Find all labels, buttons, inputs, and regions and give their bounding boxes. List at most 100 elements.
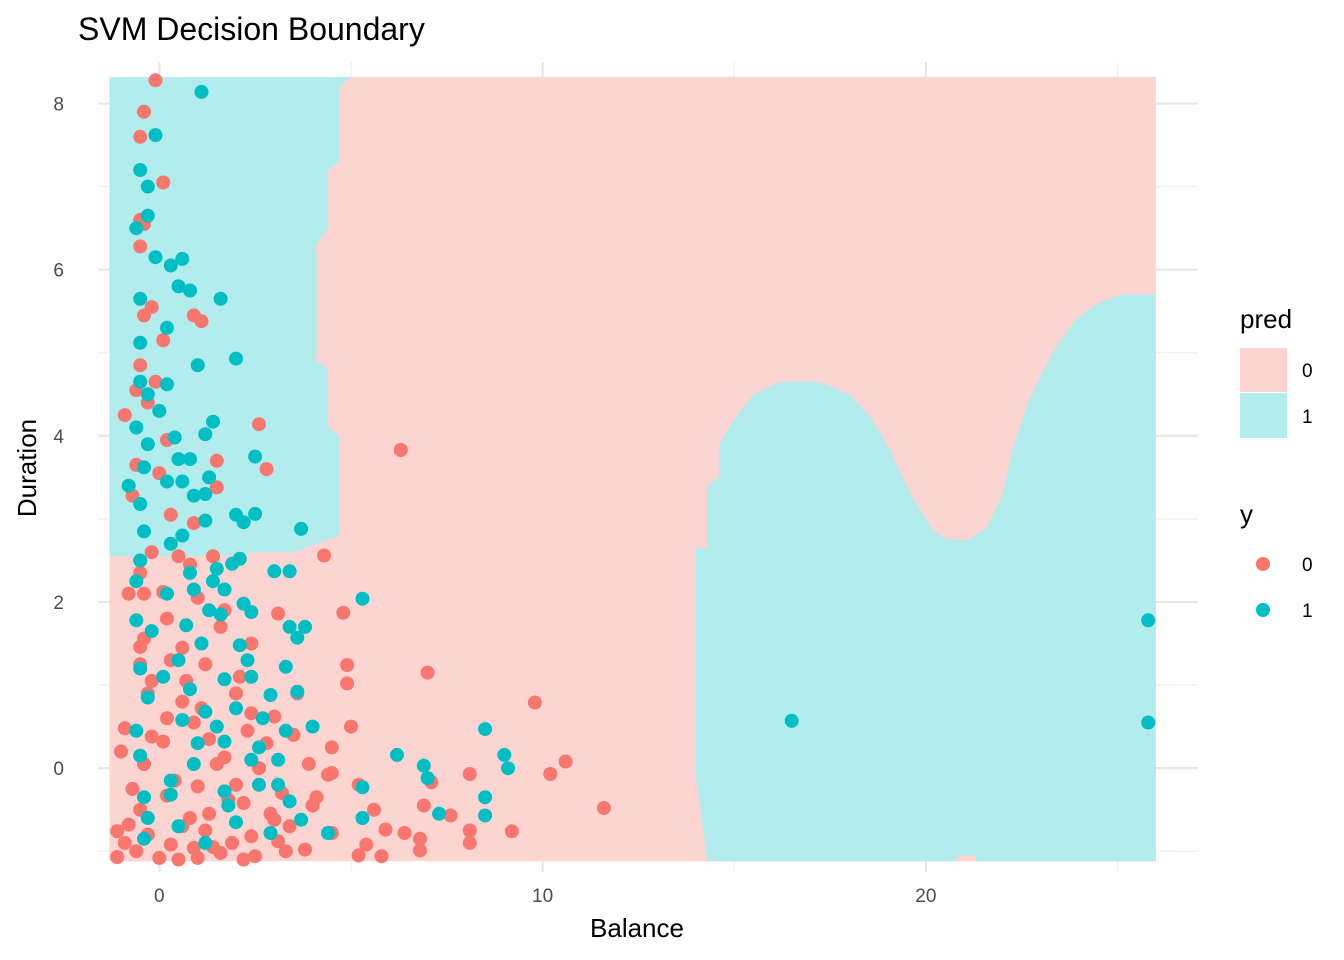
data-point-class-1 — [213, 291, 228, 306]
data-point-class-0 — [336, 605, 351, 620]
data-point-class-1 — [175, 713, 190, 727]
data-point-class-1 — [140, 811, 155, 825]
data-point-class-1 — [217, 582, 232, 597]
data-point-class-0 — [163, 507, 178, 522]
data-point-class-1 — [175, 251, 190, 266]
data-point-class-1 — [478, 790, 493, 805]
data-point-class-1 — [186, 582, 201, 597]
data-point-class-0 — [359, 837, 374, 852]
data-point-class-0 — [309, 790, 324, 805]
data-point-class-1 — [163, 536, 178, 551]
data-point-class-1 — [129, 723, 144, 738]
data-point-class-1 — [156, 669, 171, 684]
data-point-class-0 — [206, 549, 220, 564]
data-point-class-0 — [156, 333, 171, 348]
data-point-class-1 — [298, 619, 312, 634]
data-point-class-0 — [117, 408, 132, 423]
data-point-class-1 — [198, 704, 213, 719]
data-point-class-1 — [217, 784, 232, 799]
data-point-class-1 — [229, 351, 243, 366]
data-point-class-0 — [148, 374, 163, 389]
data-point-class-1 — [290, 684, 305, 699]
data-point-class-1 — [140, 179, 155, 194]
data-point-class-1 — [244, 605, 259, 619]
data-point-class-1 — [497, 747, 512, 762]
data-point-class-1 — [183, 682, 197, 697]
data-point-class-1 — [133, 335, 148, 350]
data-point-class-0 — [244, 706, 259, 721]
data-point-class-0 — [186, 516, 201, 531]
data-point-class-1 — [432, 806, 447, 821]
data-point-class-0 — [416, 798, 431, 813]
data-point-class-0 — [340, 658, 355, 673]
data-point-class-1 — [355, 591, 370, 606]
data-point-class-0 — [420, 665, 435, 680]
legend-pred: pred 0 1 — [1240, 304, 1313, 438]
data-point-class-0 — [351, 848, 366, 863]
data-point-class-0 — [340, 676, 355, 691]
data-point-class-1 — [198, 427, 213, 442]
data-point-class-1 — [248, 449, 263, 464]
data-point-class-0 — [367, 802, 381, 817]
data-point-class-0 — [244, 636, 259, 651]
data-point-class-1 — [190, 358, 205, 373]
data-point-class-1 — [194, 84, 209, 99]
data-point-class-1 — [148, 128, 163, 143]
data-point-class-1 — [248, 506, 263, 521]
data-point-class-0 — [144, 545, 159, 560]
data-point-class-0 — [443, 808, 458, 823]
data-point-class-1 — [186, 488, 201, 503]
data-point-class-0 — [110, 850, 125, 864]
data-point-class-1 — [271, 752, 286, 767]
data-point-class-0 — [209, 453, 224, 468]
data-point-class-0 — [248, 849, 263, 864]
data-point-class-0 — [213, 619, 228, 634]
data-point-class-0 — [110, 824, 125, 839]
data-point-class-0 — [225, 835, 240, 850]
data-point-class-1 — [198, 835, 213, 850]
data-point-class-0 — [229, 686, 243, 701]
data-point-class-1 — [321, 826, 335, 840]
data-point-class-0 — [278, 844, 293, 859]
data-point-class-1 — [202, 603, 217, 618]
data-point-class-1 — [183, 283, 197, 298]
data-point-class-0 — [209, 480, 224, 495]
data-point-class-0 — [413, 831, 427, 846]
data-point-class-0 — [374, 849, 389, 864]
legend-y-key-0 — [1256, 557, 1270, 571]
data-point-class-0 — [144, 729, 159, 744]
data-point-class-0 — [121, 817, 136, 832]
data-point-class-1 — [209, 561, 224, 576]
x-axis-ticks: 0 10 20 — [154, 886, 936, 907]
data-point-class-0 — [596, 801, 611, 815]
data-point-class-0 — [462, 835, 477, 850]
data-point-class-0 — [271, 606, 286, 621]
data-point-class-0 — [156, 734, 171, 749]
data-point-class-1 — [1141, 613, 1156, 628]
legend-y-title: y — [1240, 499, 1253, 529]
data-point-class-1 — [133, 163, 148, 177]
data-point-class-0 — [198, 657, 213, 672]
data-point-class-0 — [175, 694, 190, 709]
data-point-class-1 — [163, 258, 178, 273]
data-point-class-0 — [160, 611, 174, 626]
data-point-class-1 — [175, 528, 190, 543]
data-point-class-1 — [267, 564, 282, 579]
data-point-class-1 — [221, 798, 236, 813]
data-point-class-0 — [209, 757, 224, 771]
data-point-class-1 — [160, 320, 174, 335]
data-point-class-1 — [294, 521, 309, 536]
data-point-class-1 — [202, 470, 217, 485]
data-point-class-0 — [129, 844, 144, 859]
data-point-class-1 — [171, 452, 186, 467]
data-point-class-0 — [163, 837, 178, 852]
data-point-class-1 — [133, 374, 148, 389]
data-point-class-0 — [236, 852, 251, 867]
data-point-class-0 — [317, 548, 332, 563]
data-point-class-0 — [244, 829, 259, 844]
data-point-class-0 — [213, 845, 228, 860]
data-point-class-1 — [167, 430, 182, 445]
data-point-class-0 — [186, 840, 201, 855]
data-point-class-1 — [229, 701, 243, 716]
